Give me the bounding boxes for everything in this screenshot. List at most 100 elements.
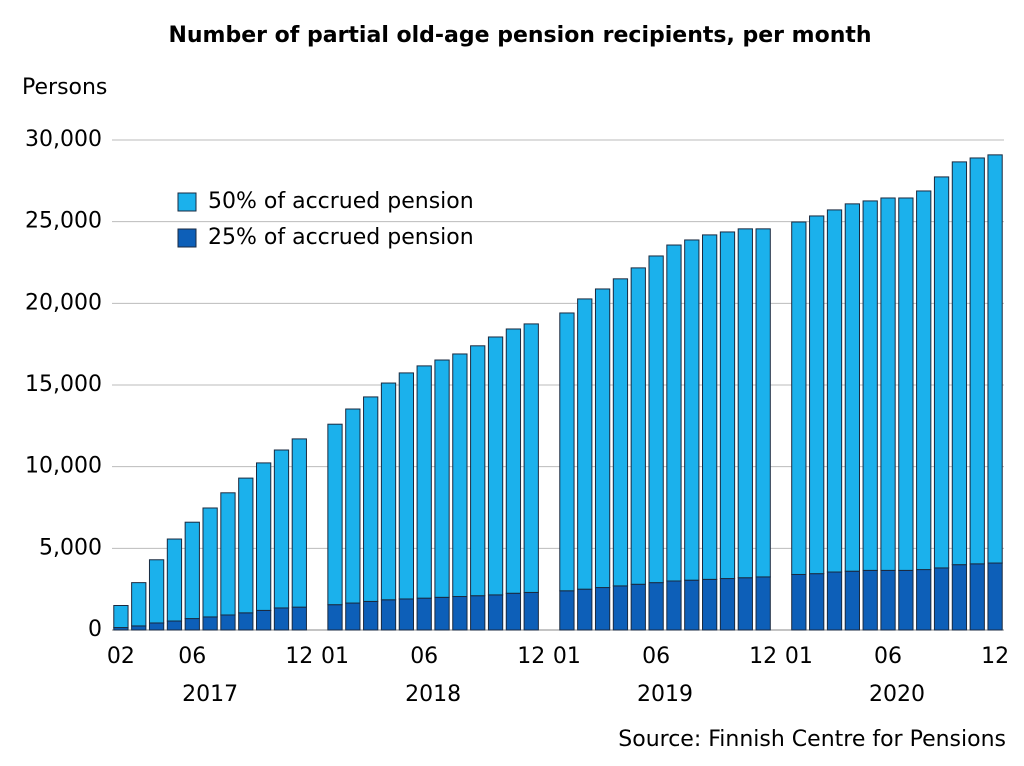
x-tick-label: 12 [749,644,777,669]
bar-segment [737,228,753,579]
bar-segment [434,359,450,598]
bar-segment [220,492,236,616]
bar-segment [487,336,504,596]
bar-segment [987,562,1003,631]
bar-segment [470,595,486,631]
bar-segment [505,328,522,594]
bar-segment [380,599,397,631]
y-tick-label: 15,000 [25,372,102,397]
x-tick-label: 06 [642,644,670,669]
bar-segment [577,588,593,631]
bar-segment [148,559,165,624]
bar-segment [594,288,611,589]
x-tick-label: 01 [553,644,581,669]
bar-segment [933,176,950,569]
y-tick-label: 0 [88,617,102,642]
bar-segment [612,585,629,631]
bar-segment [702,234,718,580]
group-label: 2017 [182,682,238,707]
bar-segment [880,569,896,631]
x-tick-label: 12 [517,644,545,669]
bar-segment [666,580,682,631]
bar-segment [826,571,843,631]
bar-segment [826,209,843,573]
x-tick-label: 02 [107,644,135,669]
bar-segment [113,605,129,629]
bar-segment [898,569,914,631]
legend-label: 50% of accrued pension [208,189,474,214]
bar-segment [416,365,432,599]
bar-segment [131,625,147,631]
group-label: 2019 [637,682,693,707]
bar-segment [951,564,968,631]
bar-segment [755,576,771,631]
bar-segment [327,423,343,606]
bar-segment [719,578,736,631]
y-tick-label: 5,000 [39,535,102,560]
bar-segment [291,606,307,631]
x-tick-label: 12 [285,644,313,669]
bar-segment [380,382,397,601]
bar-segment [398,598,414,631]
bar-segment [166,620,183,631]
bar-segment [291,438,307,608]
x-tick-label: 01 [785,644,813,669]
bar-segment [273,449,290,609]
bar-segment [755,228,771,578]
bar-segment [202,616,218,631]
legend-swatch [177,192,197,212]
group-label: 2018 [405,682,461,707]
bar-segment [702,578,718,631]
x-tick-label: 06 [874,644,902,669]
bar-segment [791,221,807,575]
group-label: 2020 [869,682,925,707]
bar-segment [594,587,611,631]
bar-segment [416,597,432,631]
x-tick-label: 06 [410,644,438,669]
bar-segment [648,255,664,584]
bar-segment [987,154,1003,564]
bar-segment [434,596,450,631]
bar-segment [880,197,896,571]
bar-segment [559,312,575,592]
bar-segment [398,372,414,600]
bar-segment [184,521,200,620]
bar-segment [719,231,736,580]
bar-segment [684,239,700,581]
bar-segment [487,594,504,631]
y-axis-label: Persons [22,75,107,100]
bar-segment [523,323,539,593]
y-tick-label: 20,000 [25,290,102,315]
bar-segment [470,345,486,597]
y-tick-label: 25,000 [25,209,102,234]
legend-label: 25% of accrued pension [208,225,474,250]
bar-segment [256,609,272,631]
bar-segment [969,563,985,631]
source: Source: Finnish Centre for Pensions [618,727,1006,752]
x-tick-label: 01 [321,644,349,669]
bar-segment [630,267,646,585]
bar-segment [345,602,361,631]
bar-segment [612,278,629,587]
y-tick-label: 10,000 [25,454,102,479]
legend-swatch [177,228,197,248]
bar-segment [256,462,272,611]
y-tick-label: 30,000 [25,127,102,152]
bar-segment [505,592,522,631]
bar-segment [916,569,932,631]
bar-segment [844,203,860,572]
bar-segment [184,618,200,631]
bar-segment [969,157,985,565]
bar-segment [951,161,968,566]
bar-segment [363,396,379,602]
x-tick-label: 06 [178,644,206,669]
bar-segment [523,591,539,631]
bar-segment [933,567,950,631]
bar-segment [166,538,183,622]
bar-segment [202,507,218,618]
bar-segment [862,569,878,631]
bar-segment [737,577,753,631]
bar-segment [666,244,682,582]
bar-segment [844,570,860,631]
